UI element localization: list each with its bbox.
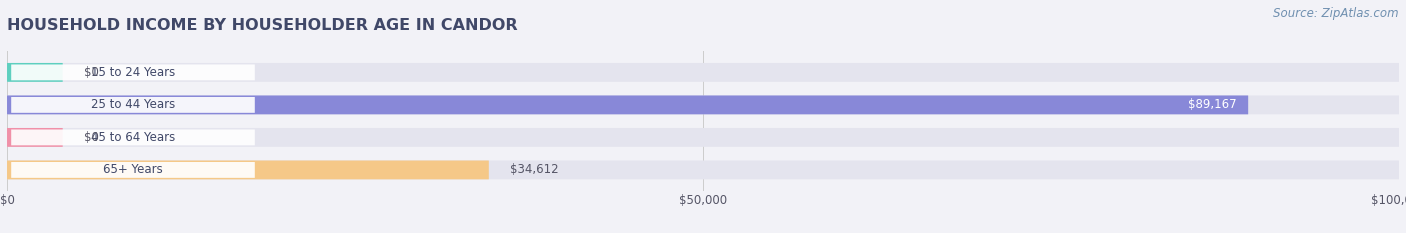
Text: Source: ZipAtlas.com: Source: ZipAtlas.com [1274, 7, 1399, 20]
FancyBboxPatch shape [7, 161, 1399, 179]
FancyBboxPatch shape [7, 128, 1399, 147]
FancyBboxPatch shape [7, 96, 1399, 114]
FancyBboxPatch shape [7, 96, 1249, 114]
FancyBboxPatch shape [11, 97, 254, 113]
Text: $0: $0 [83, 66, 98, 79]
Text: $0: $0 [83, 131, 98, 144]
Text: 45 to 64 Years: 45 to 64 Years [91, 131, 176, 144]
Text: $34,612: $34,612 [510, 163, 558, 176]
FancyBboxPatch shape [11, 130, 254, 145]
Text: 25 to 44 Years: 25 to 44 Years [91, 98, 176, 111]
Text: 65+ Years: 65+ Years [103, 163, 163, 176]
FancyBboxPatch shape [7, 128, 63, 147]
FancyBboxPatch shape [7, 63, 63, 82]
FancyBboxPatch shape [7, 63, 1399, 82]
FancyBboxPatch shape [11, 162, 254, 178]
FancyBboxPatch shape [11, 65, 254, 80]
Text: $89,167: $89,167 [1188, 98, 1237, 111]
Text: 15 to 24 Years: 15 to 24 Years [91, 66, 176, 79]
FancyBboxPatch shape [7, 161, 489, 179]
Text: HOUSEHOLD INCOME BY HOUSEHOLDER AGE IN CANDOR: HOUSEHOLD INCOME BY HOUSEHOLDER AGE IN C… [7, 18, 517, 33]
